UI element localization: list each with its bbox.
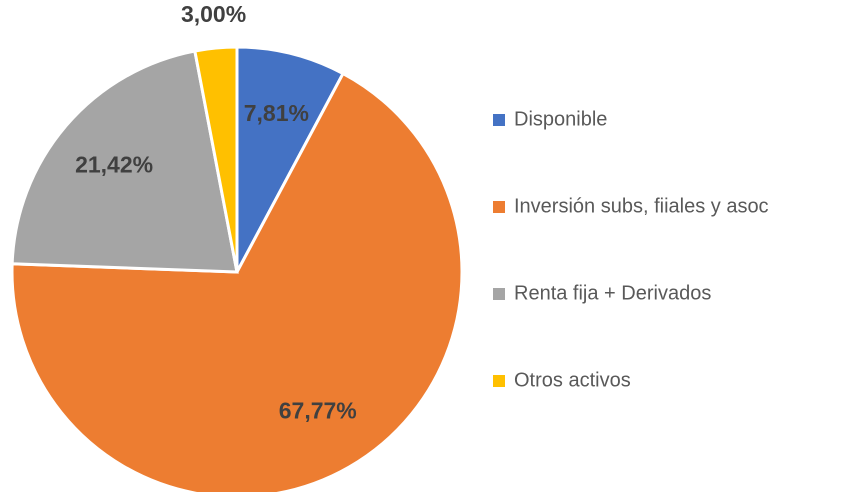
legend-label: Disponible — [514, 108, 607, 130]
data-label: 21,42% — [75, 152, 153, 178]
legend-label: Otros activos — [514, 369, 631, 391]
legend-swatch — [493, 114, 505, 126]
pie-slice — [10, 71, 464, 492]
legend-label: Renta fija + Derivados — [514, 282, 711, 304]
legend-label: Inversión subs, fiiales y asoc — [514, 195, 769, 217]
pie-slice — [235, 45, 346, 273]
legend-swatch — [493, 288, 505, 300]
pie-slice — [10, 49, 239, 274]
legend-swatch — [493, 375, 505, 387]
data-label: 3,00% — [181, 1, 246, 27]
data-label: 67,77% — [279, 398, 357, 424]
pie-slice — [193, 45, 239, 273]
data-label: 7,81% — [244, 100, 309, 126]
legend-swatch — [493, 201, 505, 213]
